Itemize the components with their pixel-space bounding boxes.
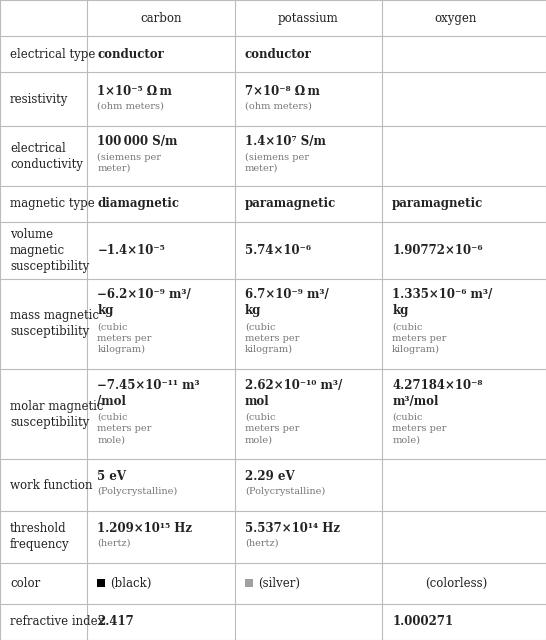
Text: (hertz): (hertz) — [97, 539, 131, 548]
Text: electrical
conductivity: electrical conductivity — [10, 141, 83, 171]
Text: 5.537×10¹⁴ Hz: 5.537×10¹⁴ Hz — [245, 522, 340, 535]
Text: magnetic type: magnetic type — [10, 197, 95, 211]
Text: mass magnetic
susceptibility: mass magnetic susceptibility — [10, 309, 99, 339]
Text: −1.4×10⁻⁵: −1.4×10⁻⁵ — [97, 244, 165, 257]
Text: conductor: conductor — [97, 48, 164, 61]
Text: threshold
frequency: threshold frequency — [10, 522, 70, 551]
Text: (cubic
meters per
mole): (cubic meters per mole) — [245, 413, 299, 444]
Text: (ohm meters): (ohm meters) — [97, 102, 164, 111]
Text: 5.74×10⁻⁶: 5.74×10⁻⁶ — [245, 244, 311, 257]
Text: (cubic
meters per
kilogram): (cubic meters per kilogram) — [97, 323, 152, 354]
Text: color: color — [10, 577, 40, 589]
Text: volume
magnetic
susceptibility: volume magnetic susceptibility — [10, 228, 89, 273]
Text: molar magnetic
susceptibility: molar magnetic susceptibility — [10, 400, 104, 429]
Text: oxygen: oxygen — [435, 12, 477, 24]
Text: (silver): (silver) — [258, 577, 300, 589]
Text: potassium: potassium — [278, 12, 339, 24]
Text: (siemens per
meter): (siemens per meter) — [97, 153, 162, 173]
Text: 6.7×10⁻⁹ m³/
kg: 6.7×10⁻⁹ m³/ kg — [245, 289, 329, 317]
Text: 1×10⁻⁵ Ω m: 1×10⁻⁵ Ω m — [97, 84, 172, 97]
Text: 1.335×10⁻⁶ m³/
kg: 1.335×10⁻⁶ m³/ kg — [392, 289, 492, 317]
Text: paramagnetic: paramagnetic — [392, 197, 483, 211]
Text: 1.4×10⁷ S/m: 1.4×10⁷ S/m — [245, 135, 325, 148]
Text: diamagnetic: diamagnetic — [97, 197, 179, 211]
Text: refractive index: refractive index — [10, 616, 104, 628]
Text: 100 000 S/m: 100 000 S/m — [97, 135, 178, 148]
Bar — [97, 579, 105, 588]
Text: work function: work function — [10, 479, 92, 492]
Text: (hertz): (hertz) — [245, 539, 278, 548]
Text: resistivity: resistivity — [10, 93, 68, 106]
Text: conductor: conductor — [245, 48, 312, 61]
Text: (colorless): (colorless) — [425, 577, 487, 589]
Text: 1.90772×10⁻⁶: 1.90772×10⁻⁶ — [392, 244, 483, 257]
Text: 2.29 eV: 2.29 eV — [245, 470, 294, 483]
Text: (cubic
meters per
kilogram): (cubic meters per kilogram) — [392, 323, 447, 354]
Text: 5 eV: 5 eV — [97, 470, 126, 483]
Text: (Polycrystalline): (Polycrystalline) — [97, 487, 177, 497]
Text: carbon: carbon — [140, 12, 182, 24]
Text: electrical type: electrical type — [10, 48, 96, 61]
Text: 2.417: 2.417 — [97, 616, 134, 628]
Text: (cubic
meters per
mole): (cubic meters per mole) — [97, 413, 152, 444]
Text: 2.62×10⁻¹⁰ m³/
mol: 2.62×10⁻¹⁰ m³/ mol — [245, 379, 342, 408]
Text: −6.2×10⁻⁹ m³/
kg: −6.2×10⁻⁹ m³/ kg — [97, 289, 191, 317]
Text: (Polycrystalline): (Polycrystalline) — [245, 487, 325, 497]
Text: (siemens per
meter): (siemens per meter) — [245, 153, 309, 173]
Text: (cubic
meters per
mole): (cubic meters per mole) — [392, 413, 447, 444]
Text: 1.209×10¹⁵ Hz: 1.209×10¹⁵ Hz — [97, 522, 192, 535]
Text: 7×10⁻⁸ Ω m: 7×10⁻⁸ Ω m — [245, 84, 319, 97]
Text: 1.000271: 1.000271 — [392, 616, 453, 628]
Text: (ohm meters): (ohm meters) — [245, 102, 312, 111]
Text: −7.45×10⁻¹¹ m³
/mol: −7.45×10⁻¹¹ m³ /mol — [97, 379, 200, 408]
Text: paramagnetic: paramagnetic — [245, 197, 336, 211]
Text: (black): (black) — [110, 577, 152, 589]
Text: (cubic
meters per
kilogram): (cubic meters per kilogram) — [245, 323, 299, 354]
Text: 4.27184×10⁻⁸
m³/mol: 4.27184×10⁻⁸ m³/mol — [392, 379, 483, 408]
Bar — [245, 579, 253, 588]
